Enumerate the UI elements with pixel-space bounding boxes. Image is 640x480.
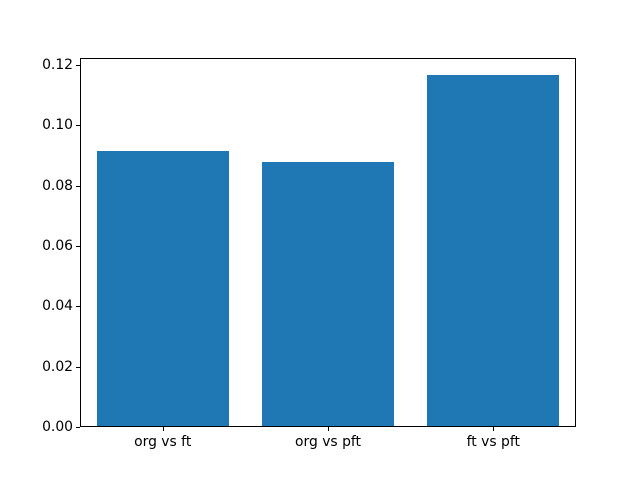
y-tick-label: 0.04 <box>42 298 73 315</box>
plot-area <box>76 57 576 432</box>
x-tick-label: org vs ft <box>134 434 192 451</box>
y-tick-label: 0.12 <box>42 56 73 73</box>
y-tick-mark <box>76 245 80 247</box>
y-tick-mark <box>76 427 80 429</box>
x-tick-mark <box>493 427 495 432</box>
x-tick-mark <box>328 427 329 432</box>
y-tick-mark <box>76 64 80 66</box>
x-tick-label: ft vs pft <box>466 434 520 451</box>
y-tick-label: 0.10 <box>42 117 73 134</box>
x-tick-mark <box>162 427 164 432</box>
y-tick-mark <box>76 125 80 127</box>
y-tick-label: 0.08 <box>42 177 73 194</box>
x-tick-label: org vs pft <box>295 434 361 451</box>
bar-org-vs-ft <box>96 150 229 428</box>
x-axis: org vs ft org vs pft ft vs pft <box>80 434 576 456</box>
y-axis: 0.00 0.02 0.04 0.06 0.08 0.10 0.12 <box>0 56 73 434</box>
y-tick-label: 0.02 <box>42 358 73 375</box>
y-tick-label: 0.06 <box>42 237 73 254</box>
y-tick-mark <box>76 185 80 187</box>
bar-org-vs-pft <box>261 161 395 428</box>
y-tick-mark <box>76 306 80 308</box>
bar-ft-vs-pft <box>427 75 560 428</box>
y-tick-mark <box>76 366 80 368</box>
y-tick-label: 0.00 <box>42 419 73 436</box>
